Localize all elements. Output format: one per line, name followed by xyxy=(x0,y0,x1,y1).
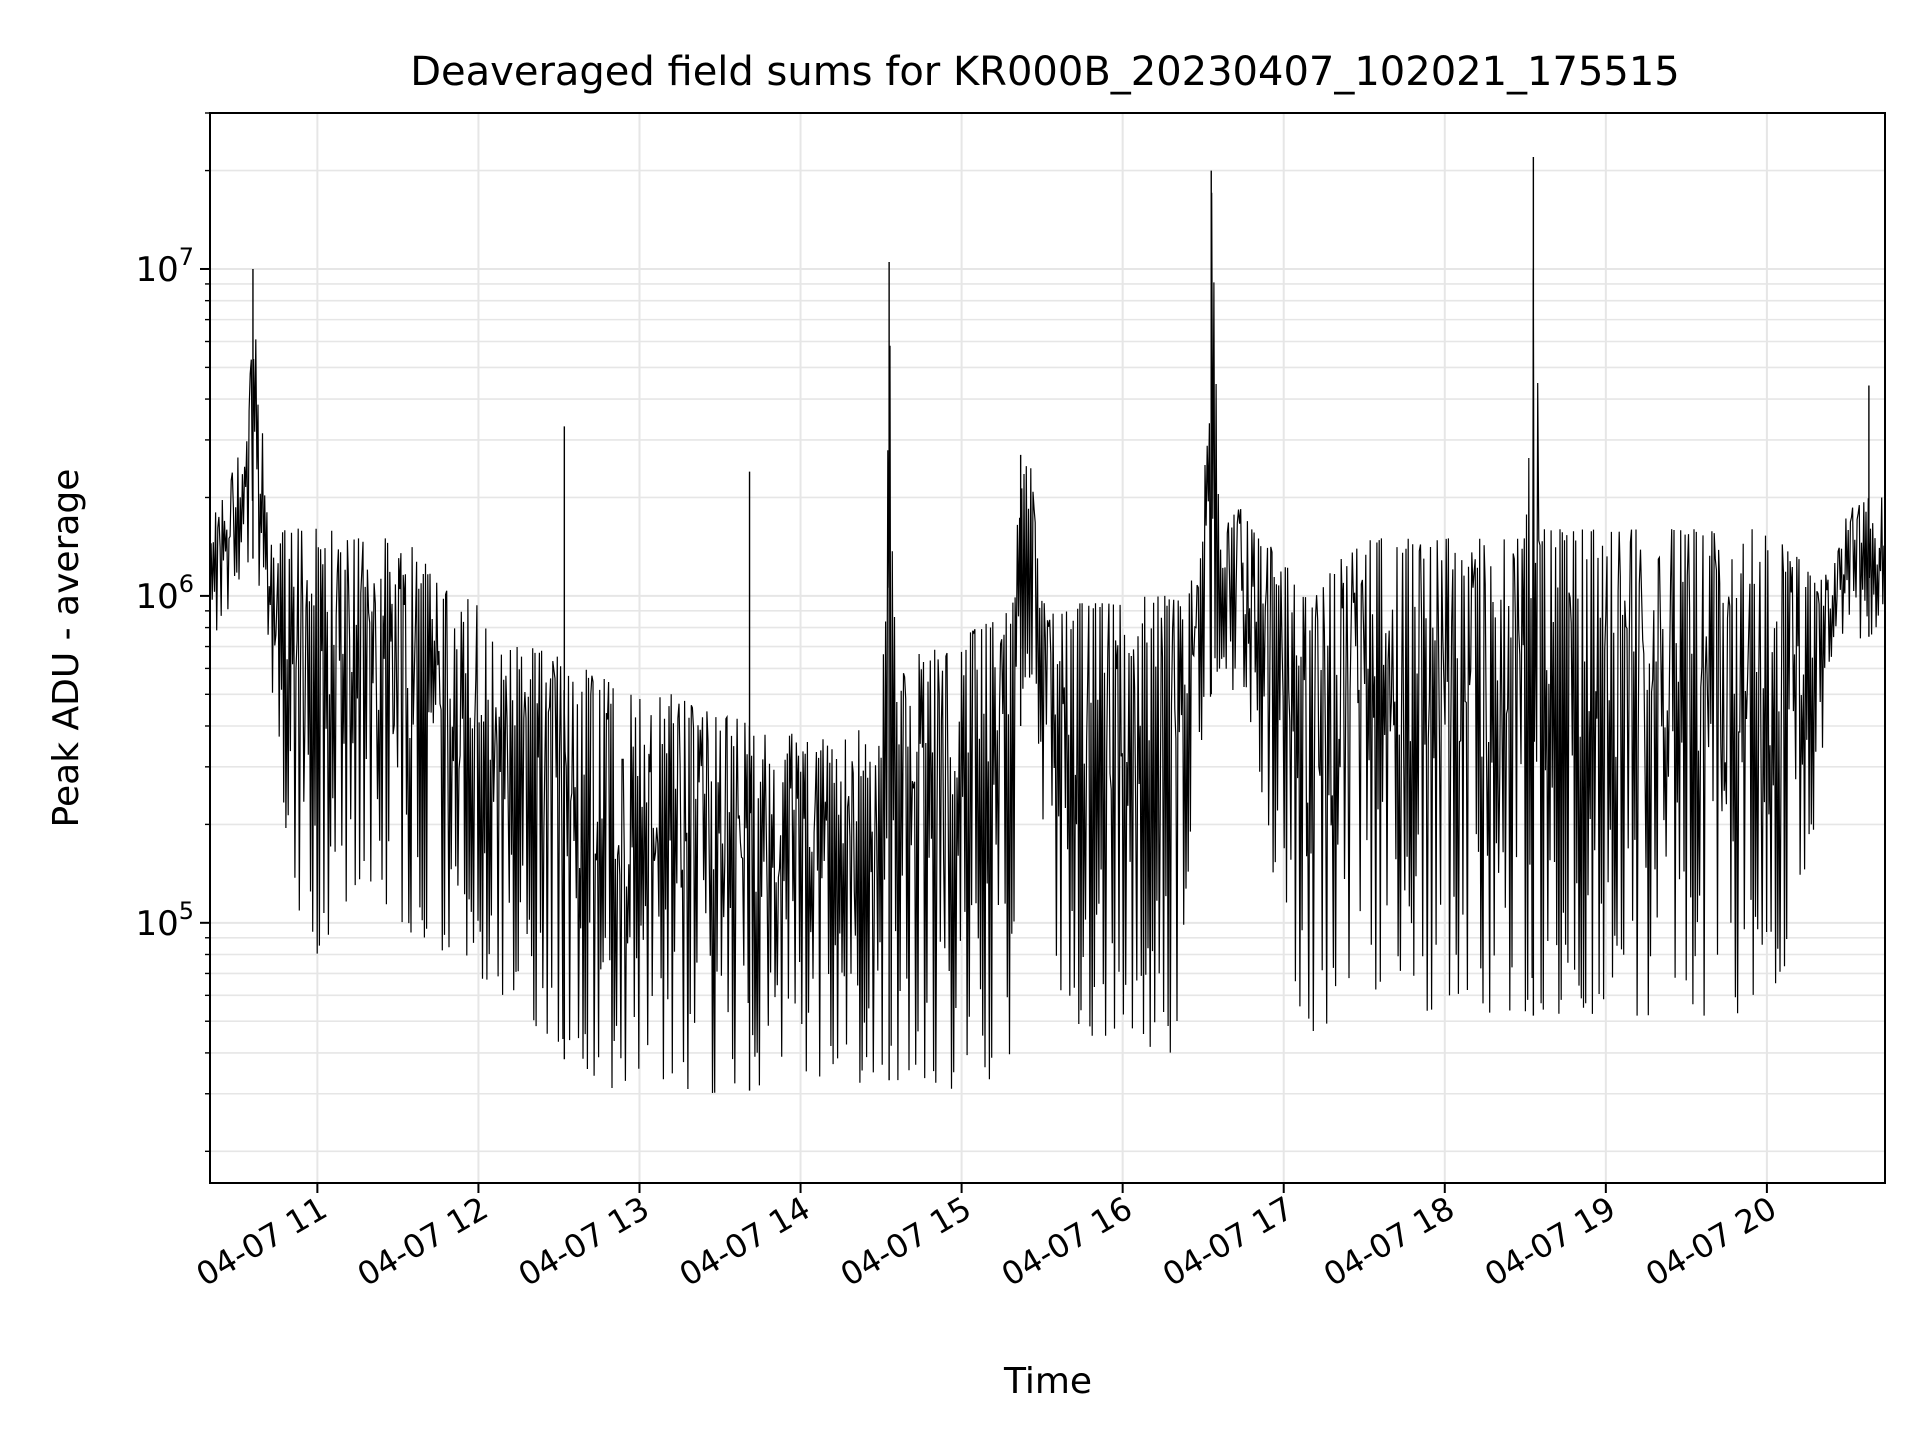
chart-title: Deaveraged field sums for KR000B_2023040… xyxy=(410,49,1680,95)
series-line xyxy=(209,192,1886,1094)
y-tick-label: 106 xyxy=(135,570,194,617)
x-axis-label: Time xyxy=(1003,1361,1092,1402)
plot-frame xyxy=(209,112,1886,1184)
y-axis-label: Peak ADU - average xyxy=(46,469,87,828)
data-series xyxy=(209,157,1886,1094)
y-tick-label: 107 xyxy=(135,243,194,290)
y-tick-label: 105 xyxy=(135,897,194,944)
